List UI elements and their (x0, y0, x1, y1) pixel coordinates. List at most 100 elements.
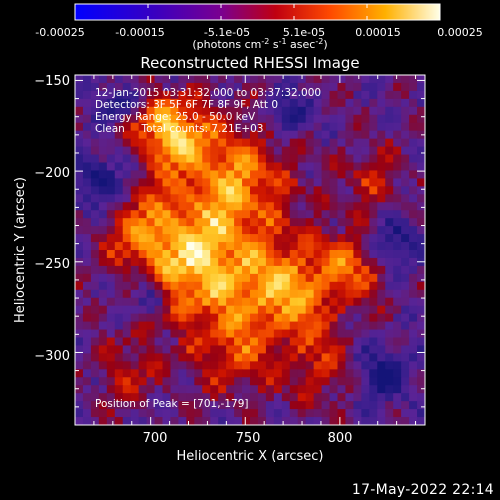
heatmap-cell (234, 90, 243, 100)
heatmap-cell (186, 234, 195, 243)
heatmap-cell (385, 313, 394, 323)
heatmap-cell (401, 170, 410, 179)
heatmap-cell (297, 138, 307, 148)
heatmap-cell (234, 409, 243, 418)
heatmap-cell (417, 186, 425, 195)
heatmap-cell (242, 417, 251, 425)
heatmap-cell (202, 345, 211, 354)
heatmap-cell (162, 353, 172, 362)
heatmap-cell (401, 393, 410, 402)
heatmap-cell (281, 289, 291, 299)
heatmap-cell (90, 106, 100, 116)
heatmap-cell (210, 361, 219, 370)
heatmap-cell (114, 90, 124, 100)
heatmap-cell (265, 401, 275, 410)
heatmap-cell (226, 98, 235, 108)
heatmap-cell (154, 337, 164, 347)
heatmap-cell (202, 313, 211, 323)
heatmap-cell (337, 106, 347, 116)
heatmap-cell (401, 385, 410, 394)
heatmap-cell (361, 146, 370, 156)
heatmap-cell (90, 122, 100, 132)
heatmap-cell (90, 273, 100, 283)
heatmap-cell (265, 170, 275, 179)
heatmap-cell (409, 98, 418, 108)
heatmap-cell (162, 75, 172, 84)
heatmap-cell (202, 186, 211, 195)
heatmap-cell (329, 369, 339, 378)
heatmap-cell (257, 194, 267, 203)
heatmap-cell (353, 337, 362, 347)
heatmap-cell (265, 345, 275, 354)
heatmap-cell (146, 146, 156, 156)
heatmap-cell (218, 122, 227, 132)
heatmap-cell (281, 122, 291, 132)
heatmap-cell (265, 289, 275, 299)
heatmap-cell (289, 114, 299, 124)
heatmap-cell (417, 401, 425, 410)
x-axis-label: Heliocentric X (arcsec) (177, 449, 324, 464)
heatmap-cell (297, 250, 307, 259)
heatmap-cell (154, 257, 164, 267)
heatmap-cell (409, 321, 418, 331)
heatmap-cell (154, 130, 164, 140)
heatmap-cell (98, 218, 108, 227)
heatmap-cell (218, 98, 227, 108)
heatmap-cell (98, 393, 108, 402)
heatmap-cell (401, 297, 410, 307)
heatmap-cell (289, 329, 299, 339)
heatmap-cell (106, 257, 116, 267)
heatmap-cell (417, 162, 425, 172)
heatmap-cell (242, 75, 251, 84)
heatmap-cell (337, 186, 347, 195)
heatmap-cell (321, 417, 331, 425)
heatmap-cell (305, 75, 315, 84)
heatmap-cell (146, 353, 156, 362)
heatmap-cell (361, 257, 370, 267)
heatmap-cell (369, 345, 378, 354)
heatmap-cell (385, 186, 394, 195)
heatmap-cell (114, 353, 124, 362)
heatmap-cell (162, 250, 172, 259)
heatmap-cell (361, 337, 370, 347)
heatmap-cell (345, 345, 354, 354)
heatmap-cell (393, 242, 402, 251)
heatmap-cell (106, 194, 116, 203)
heatmap-cell (170, 265, 179, 275)
heatmap-cell (106, 305, 116, 315)
heatmap-cell (234, 130, 243, 140)
heatmap-cell (337, 170, 347, 179)
annotation-time-range: 12-Jan-2015 03:31:32.000 to 03:37:32.000 (95, 87, 321, 99)
heatmap-cell (170, 75, 179, 84)
heatmap-cell (130, 337, 140, 347)
heatmap-cell (138, 242, 148, 251)
heatmap-cell (106, 186, 116, 195)
heatmap-cell (257, 345, 267, 354)
heatmap-cell (226, 401, 235, 410)
heatmap-cell (242, 385, 251, 394)
heatmap-cell (329, 154, 339, 164)
heatmap-cell (194, 393, 203, 402)
heatmap-cell (226, 393, 235, 402)
heatmap-cell (337, 385, 347, 394)
heatmap-cell (297, 361, 307, 370)
heatmap-cell (321, 385, 331, 394)
heatmap-cell (353, 162, 362, 172)
heatmap-cell (138, 321, 148, 331)
heatmap-cell (162, 194, 172, 203)
heatmap-cell (210, 178, 219, 187)
heatmap-cell (210, 377, 219, 386)
heatmap-cell (250, 313, 259, 323)
heatmap-cell (106, 178, 116, 187)
heatmap-cell (234, 146, 243, 156)
heatmap-cell (289, 162, 299, 172)
heatmap-cell (345, 114, 354, 124)
heatmap-cell (242, 321, 251, 331)
heatmap-cell (353, 345, 362, 354)
heatmap-cell (273, 162, 283, 172)
heatmap-cell (305, 337, 315, 347)
heatmap-cell (385, 345, 394, 354)
heatmap-cell (242, 162, 251, 172)
heatmap-cell (186, 393, 195, 402)
heatmap-cell (106, 273, 116, 283)
